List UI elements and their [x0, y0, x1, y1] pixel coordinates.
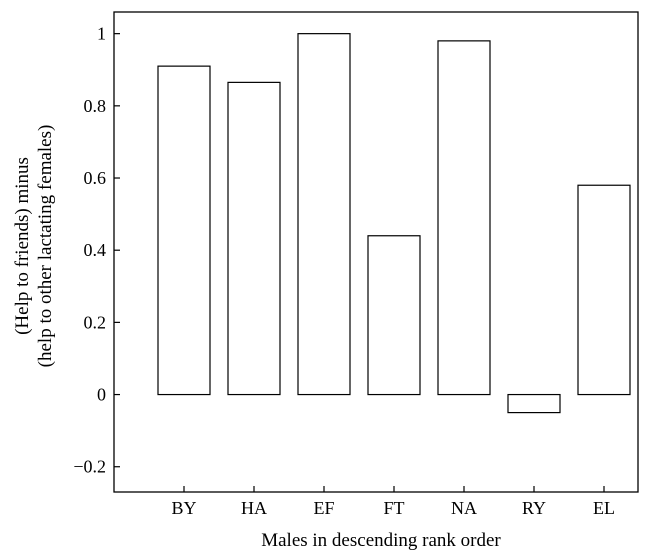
y-axis-title: (Help to friends) minus (help to other l… — [12, 125, 56, 368]
bar-el — [577, 184, 631, 396]
y-tick-label: 1 — [97, 24, 106, 44]
bars-group — [157, 33, 631, 414]
plot-frame — [113, 11, 639, 493]
x-axis-title: Males in descending rank order — [261, 530, 501, 551]
y-tick-label: 0.2 — [84, 312, 107, 332]
x-tick-label: RY — [522, 498, 546, 518]
x-tick-label: HA — [241, 498, 267, 518]
x-tick-label: NA — [451, 498, 477, 518]
x-tick-label: EF — [313, 498, 334, 518]
x-tick-label: BY — [171, 498, 196, 518]
bar-ft — [367, 235, 421, 396]
y-tick-label: 0 — [97, 385, 106, 405]
bar-ha — [227, 81, 281, 396]
y-tick-label: 0.8 — [84, 96, 107, 116]
y-tick-label: 0.4 — [84, 240, 107, 260]
bar-ry — [507, 393, 561, 414]
y-tick-label: −0.2 — [73, 457, 106, 477]
x-tick-label: EL — [593, 498, 615, 518]
y-axis-title-line-1: (Help to friends) minus — [12, 157, 33, 335]
bar-by — [157, 65, 211, 396]
x-axis-ticks: BY HA EF FT NA RY EL — [171, 486, 615, 518]
y-tick-label: 0.6 — [84, 168, 107, 188]
bar-ef — [297, 33, 351, 396]
bar-na — [437, 40, 491, 396]
x-tick-label: FT — [383, 498, 404, 518]
y-axis-ticks: −0.2 0 0.2 0.4 0.6 0.8 1 — [73, 24, 120, 477]
y-axis-title-line-2: (help to other lactating females) — [35, 125, 56, 368]
